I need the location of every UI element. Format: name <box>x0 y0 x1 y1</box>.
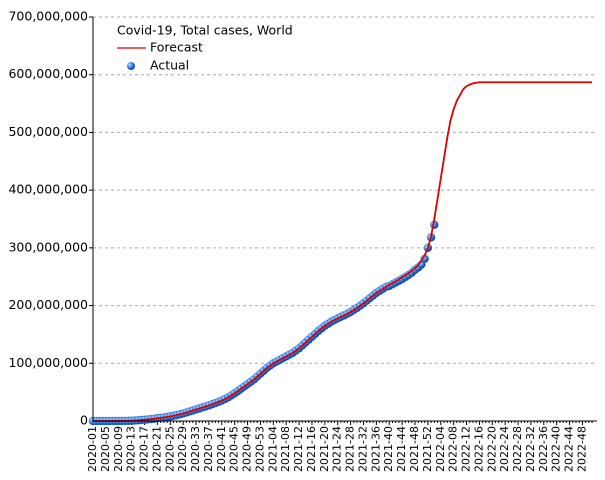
x-tick-label: 2020-25 <box>163 426 176 472</box>
x-tick-label: 2020-13 <box>125 426 138 472</box>
y-tick-label: 100,000,000 <box>8 355 88 370</box>
x-tick-label: 2020-09 <box>112 426 125 472</box>
x-tick-label: 2022-04 <box>434 426 447 472</box>
x-tick-label: 2021-48 <box>408 426 421 472</box>
x-tick-label: 2021-52 <box>421 426 434 472</box>
legend-label: Actual <box>150 58 189 73</box>
x-tick-label: 2021-36 <box>369 426 382 472</box>
x-tick-label: 2021-08 <box>279 426 292 472</box>
y-tick-label: 700,000,000 <box>8 9 88 24</box>
x-tick-label: 2022-08 <box>447 426 460 472</box>
x-tick-label: 2021-20 <box>318 426 331 472</box>
legend-label: Forecast <box>150 40 203 55</box>
x-tick-label: 2020-29 <box>176 426 189 472</box>
x-tick-label: 2020-41 <box>215 426 228 472</box>
x-tick-label: 2021-40 <box>382 426 395 472</box>
y-tick-label: 200,000,000 <box>8 297 88 312</box>
x-tick-label: 2022-36 <box>537 426 550 472</box>
x-tick-label: 2021-44 <box>395 426 408 472</box>
x-tick-label: 2022-44 <box>563 426 576 472</box>
x-tick-label: 2021-32 <box>356 426 369 472</box>
x-tick-label: 2020-49 <box>241 426 254 472</box>
y-tick-label: 300,000,000 <box>8 239 88 254</box>
y-tick-label: 500,000,000 <box>8 124 88 139</box>
x-tick-label: 2021-28 <box>344 426 357 472</box>
x-tick-label: 2020-53 <box>253 426 266 472</box>
x-tick-label: 2022-12 <box>460 426 473 472</box>
y-tick-label: 600,000,000 <box>8 66 88 81</box>
x-tick-label: 2020-05 <box>99 426 112 472</box>
forecast-line <box>93 81 593 422</box>
y-tick-label: 400,000,000 <box>8 182 88 197</box>
legend-title: Covid-19, Total cases, World <box>117 23 293 38</box>
x-tick-label: 2021-16 <box>305 426 318 472</box>
x-tick-label: 2022-16 <box>472 426 485 472</box>
marks <box>88 81 593 426</box>
x-tick-label: 2022-28 <box>511 426 524 472</box>
x-tick-label: 2022-32 <box>524 426 537 472</box>
y-tick-label: 0 <box>80 413 88 428</box>
x-tick-label: 2022-40 <box>550 426 563 472</box>
grid: 0 100,000,000 200,000,000 300,000,000 400,00… <box>8 9 597 472</box>
x-tick-label: 2022-24 <box>498 426 511 472</box>
x-tick-label: 2022-48 <box>575 426 588 472</box>
x-tick-label: 2021-12 <box>292 426 305 472</box>
x-tick-label: 2022-20 <box>485 426 498 472</box>
legend: Covid-19, Total cases, World Forecast Act… <box>117 23 293 73</box>
x-tick-label: 2020-33 <box>189 426 202 472</box>
x-tick-label: 2021-04 <box>266 426 279 472</box>
x-tick-label: 2020-37 <box>202 426 215 472</box>
legend-marker <box>127 62 135 70</box>
x-tick-label: 2020-21 <box>150 426 163 472</box>
x-tick-label: 2020-45 <box>228 426 241 472</box>
x-tick-label: 2021-24 <box>331 426 344 472</box>
x-tick-label: 2020-01 <box>86 426 99 472</box>
x-tick-label: 2020-17 <box>138 426 151 472</box>
